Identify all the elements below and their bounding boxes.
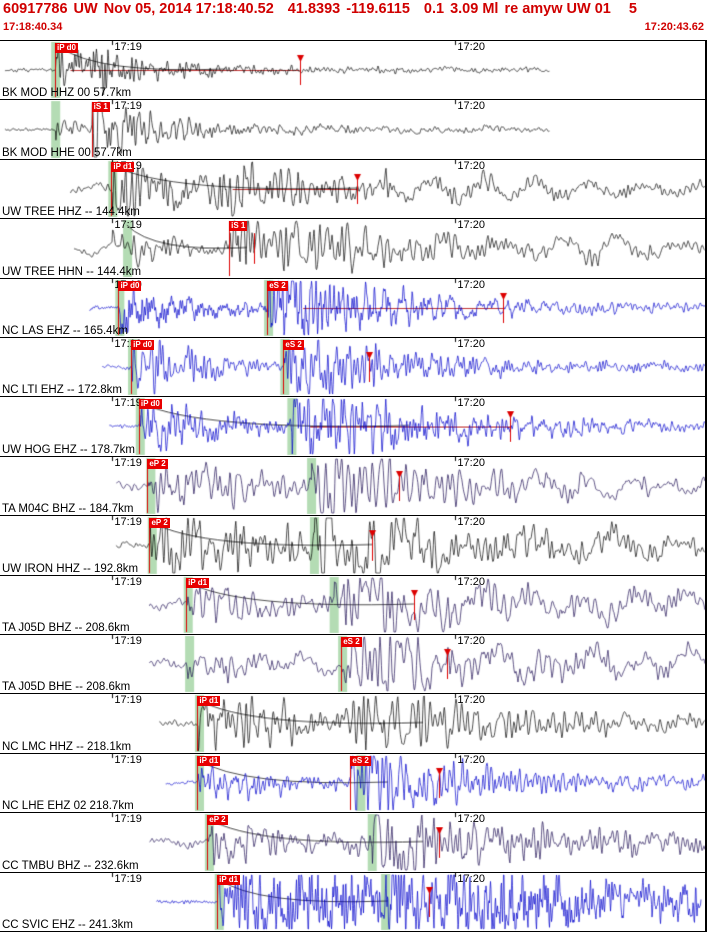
trace-panel[interactable]: 17:19 17:20 iP d0 eS 2 NC LTI EHZ -- 172.8km bbox=[0, 338, 705, 398]
waveform-canvas[interactable] bbox=[0, 813, 705, 872]
trace-panel[interactable]: 17:19 17:20 iS 1 UW TREE HHN -- 144.4km bbox=[0, 219, 705, 279]
waveform-canvas[interactable] bbox=[0, 694, 705, 753]
waveform-canvas[interactable] bbox=[0, 575, 705, 635]
waveform-canvas[interactable] bbox=[0, 278, 705, 338]
time-window-row: 17:18:40.34 17:20:43.62 bbox=[3, 21, 704, 33]
event-version: 5 bbox=[628, 1, 637, 17]
window-end-time: 17:20:43.62 bbox=[644, 21, 704, 33]
event-magnitude: 3.09 Ml bbox=[450, 1, 499, 17]
phase-pick-flag[interactable]: eS 2 bbox=[267, 280, 288, 291]
trace-panel[interactable]: 17:19 17:20 iP d1 TA J05D BHZ -- 208.6km bbox=[0, 575, 705, 636]
waveform-canvas[interactable] bbox=[0, 516, 705, 575]
event-origin-time: Nov 05, 2014 17:18:40.52 bbox=[103, 1, 274, 17]
phase-pick-flag[interactable]: eS 2 bbox=[283, 340, 304, 351]
phase-pick-flag[interactable]: eS 2 bbox=[341, 637, 362, 648]
trace-panel[interactable]: 17:19 17:20 iP d1 CC SVIC EHZ -- 241.3km bbox=[0, 872, 705, 933]
trace-panel[interactable]: 17:19 17:20 eP 2 TA M04C BHZ -- 184.7km bbox=[0, 456, 705, 517]
phase-pick-flag[interactable]: eP 2 bbox=[147, 458, 168, 469]
phase-pick-flag[interactable]: iS 1 bbox=[229, 221, 248, 232]
phase-pick-flag[interactable]: iP d0 bbox=[118, 280, 142, 291]
waveform-canvas[interactable] bbox=[0, 338, 705, 397]
trace-panels: 17:19 17:20 iP d0 BK MOD HHZ 00 57.7km 17:19… bbox=[0, 40, 707, 933]
waveform-canvas[interactable] bbox=[0, 456, 705, 516]
phase-pick-flag[interactable]: iP d1 bbox=[197, 755, 221, 766]
phase-pick-flag[interactable]: eP 2 bbox=[207, 815, 228, 826]
phase-pick-flag[interactable]: iP d1 bbox=[111, 161, 135, 172]
window-start-time: 17:18:40.34 bbox=[3, 21, 63, 33]
waveform-canvas[interactable] bbox=[0, 219, 705, 278]
event-longitude: -119.6115 bbox=[346, 1, 410, 17]
waveform-canvas[interactable] bbox=[0, 159, 705, 219]
phase-pick-flag[interactable]: iS 1 bbox=[91, 102, 110, 113]
phase-pick-flag[interactable]: iP d0 bbox=[138, 399, 162, 410]
event-network: UW bbox=[73, 1, 98, 17]
trace-panel[interactable]: 17:19 17:20 iS 1 BK MOD HHE 00 57.7km bbox=[0, 100, 705, 160]
phase-pick-flag[interactable]: iP d0 bbox=[54, 43, 78, 53]
trace-panel[interactable]: 17:19 17:20 iP d1 NC LMC HHZ -- 218.1km bbox=[0, 694, 705, 754]
phase-pick-flag[interactable]: iP d1 bbox=[186, 577, 210, 588]
phase-pick-flag[interactable]: iP d1 bbox=[197, 696, 221, 707]
phase-pick-flag[interactable]: iP d1 bbox=[217, 874, 241, 885]
trace-panel[interactable]: 17:19 17:20 iP d0 BK MOD HHZ 00 57.7km bbox=[0, 41, 705, 101]
waveform-canvas[interactable] bbox=[0, 397, 705, 456]
trace-panel[interactable]: 17:19 17:20 eS 2 TA J05D BHE -- 208.6km bbox=[0, 635, 705, 695]
trace-panel[interactable]: 17:19 17:20 eP 2 CC TMBU BHZ -- 232.6km bbox=[0, 813, 705, 873]
phase-pick-flag[interactable]: eP 2 bbox=[149, 518, 170, 529]
waveform-canvas[interactable] bbox=[0, 41, 705, 100]
event-status: re amyw UW 01 bbox=[504, 1, 611, 17]
waveform-canvas[interactable] bbox=[0, 100, 705, 159]
waveform-canvas[interactable] bbox=[0, 872, 705, 932]
phase-pick-flag[interactable]: eS 2 bbox=[350, 755, 371, 766]
event-latitude: 41.8393 bbox=[287, 1, 341, 17]
event-header: 60917786 UW Nov 05, 2014 17:18:40.52 41.… bbox=[0, 0, 707, 40]
event-id: 60917786 bbox=[3, 1, 68, 17]
phase-pick-flag[interactable]: iP d0 bbox=[131, 340, 155, 351]
trace-panel[interactable]: 17:19 17:20 iP d0 UW HOG EHZ -- 178.7km bbox=[0, 397, 705, 457]
event-depth: 0.1 bbox=[423, 1, 445, 17]
trace-panel[interactable]: 17:19 17:20 eP 2 UW IRON HHZ -- 192.8km bbox=[0, 516, 705, 576]
event-summary: 60917786 UW Nov 05, 2014 17:18:40.52 41.… bbox=[3, 1, 704, 17]
trace-panel[interactable]: 17:19 17:20 iP d1 eS 2 NC LHE EHZ 02 218.7km bbox=[0, 753, 705, 814]
